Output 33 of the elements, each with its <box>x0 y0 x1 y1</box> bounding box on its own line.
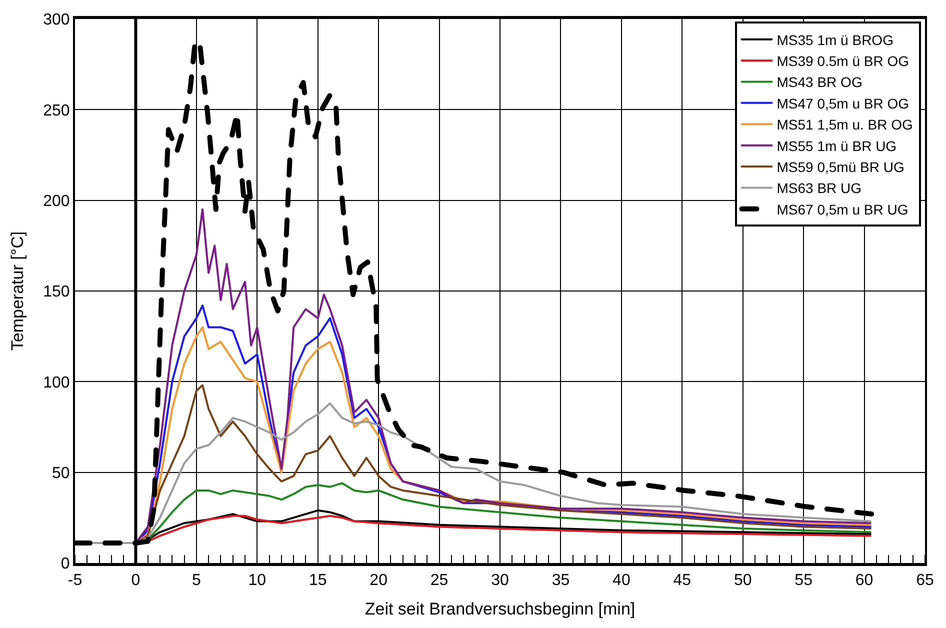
legend-label: MS43 BR OG <box>776 74 862 90</box>
x-tick-label: 35 <box>552 572 570 590</box>
x-tick-label: 25 <box>430 572 448 590</box>
x-axis-title: Zeit seit Brandversuchsbeginn [min] <box>364 600 636 619</box>
x-tick-label: 40 <box>612 572 630 590</box>
legend-label: MS47 0,5m u BR OG <box>776 95 910 112</box>
x-tick-label: 10 <box>248 572 266 590</box>
legend-label: MS67 0,5m u BR UG <box>776 201 908 218</box>
legend-label: MS59 0,5mü BR UG <box>776 158 904 175</box>
legend-label: MS63 BR UG <box>776 180 862 196</box>
y-tick-label: 250 <box>43 102 70 120</box>
x-tick-label: 20 <box>370 572 388 590</box>
y-tick-label: 150 <box>43 284 70 301</box>
x-tick-label: 60 <box>855 572 874 590</box>
x-tick-label: 5 <box>192 572 201 590</box>
legend-label: MS51 1,5m u. BR OG <box>776 116 913 133</box>
y-tick-label: 50 <box>52 464 70 482</box>
legend-label: MS55 1m ü BR UG <box>776 138 897 154</box>
legend-label: MS35 1m ü BROG <box>776 32 894 48</box>
y-tick-label: 200 <box>43 192 70 210</box>
x-tick-label: 55 <box>794 572 813 590</box>
x-tick-label: 50 <box>734 572 752 590</box>
x-tick-label: 15 <box>308 572 327 590</box>
y-tick-label: 100 <box>43 374 70 392</box>
x-tick-label: 65 <box>916 572 934 590</box>
y-tick-label: 300 <box>43 12 70 29</box>
y-axis-title: Temperatur [°C] <box>8 231 28 351</box>
legend-label: MS39 0.5m ü BR OG <box>776 52 910 69</box>
x-tick-label: 30 <box>491 572 509 590</box>
x-tick-label: 0 <box>131 572 140 590</box>
x-tick-label: -5 <box>68 572 82 590</box>
x-tick-label: 45 <box>673 572 692 590</box>
y-tick-label: 0 <box>60 556 70 573</box>
